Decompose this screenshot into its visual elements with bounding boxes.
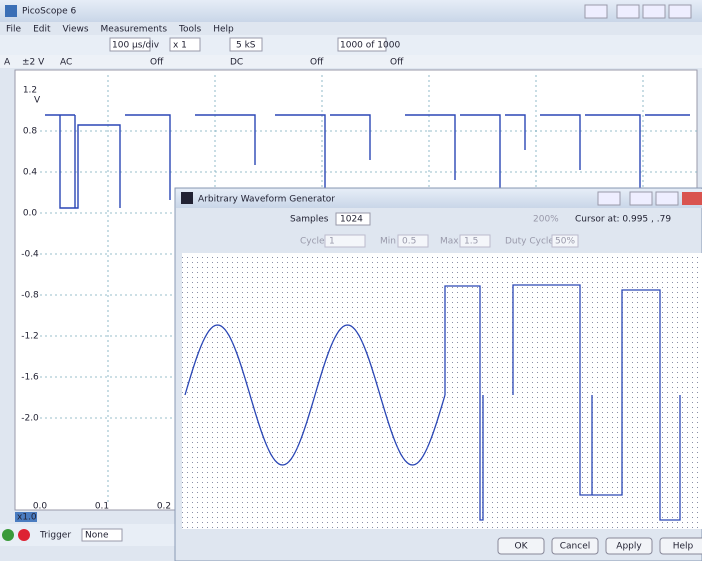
duty-value: 50%	[555, 237, 575, 247]
awg-waveform	[184, 324, 446, 466]
x-label: 0.1	[95, 502, 109, 512]
duty-input[interactable]	[551, 234, 579, 248]
zoom: x 1	[173, 41, 187, 51]
channel-state[interactable]: DC	[230, 58, 243, 68]
max-input[interactable]	[459, 234, 491, 248]
awg-square	[444, 284, 681, 521]
menu-item[interactable]: Edit	[33, 25, 51, 35]
awg-title: Arbitrary Waveform Generator	[198, 195, 335, 205]
awg-restore[interactable]	[597, 191, 621, 206]
title-bar	[0, 0, 702, 22]
dialog-button[interactable]	[605, 537, 653, 555]
awg-min[interactable]	[629, 191, 653, 206]
min-label: Min	[380, 237, 396, 247]
y-label: 0.0	[23, 209, 38, 219]
duty-label: Duty Cycle	[505, 237, 554, 247]
y-label: -1.2	[21, 332, 39, 342]
y-label: -2.0	[21, 414, 39, 424]
awg-window: Arbitrary Waveform Generator Samples 102…	[174, 187, 702, 562]
menu-item[interactable]: Tools	[178, 25, 201, 35]
y-label: -0.4	[21, 250, 39, 260]
channel-state[interactable]: Off	[150, 58, 164, 68]
channel-coupling: AC	[60, 58, 72, 68]
awg-title-bar	[176, 189, 702, 208]
x-label: 0.2	[157, 502, 171, 512]
dialog-button-label: Cancel	[560, 542, 591, 552]
dialog-button-label: OK	[515, 542, 529, 552]
channel-bar	[0, 55, 702, 68]
y-label: 1.2	[23, 86, 37, 96]
min-value: 0.5	[402, 237, 416, 247]
cycles-input[interactable]	[324, 234, 366, 248]
zoom-tag	[15, 512, 37, 522]
y-label: 0.4	[23, 168, 38, 178]
restore-btn[interactable]	[584, 4, 608, 19]
timebase: 100 µs/div	[112, 41, 160, 51]
max-label: Max	[440, 237, 459, 247]
channel-state[interactable]: Off	[310, 58, 324, 68]
y-label: 0.8	[23, 127, 38, 137]
awg-zoom: 200%	[533, 215, 559, 225]
awg-max[interactable]	[655, 191, 679, 206]
y-label: -1.6	[21, 373, 39, 383]
menu-item[interactable]: File	[6, 25, 22, 35]
dialog-button[interactable]	[551, 537, 599, 555]
awg-icon	[181, 192, 193, 204]
app-icon	[5, 5, 17, 17]
run-btn[interactable]	[2, 529, 14, 541]
timebase-box[interactable]	[109, 37, 151, 52]
scope-trace	[45, 114, 690, 209]
dialog-button-label: Help	[673, 542, 694, 552]
samples-input[interactable]	[335, 212, 371, 226]
zoom-box[interactable]	[169, 37, 201, 52]
menu-item[interactable]: Measurements	[101, 25, 168, 35]
dialog-button[interactable]	[497, 537, 545, 555]
dialog-button-label: Apply	[616, 542, 642, 552]
menu-item[interactable]: Help	[213, 25, 234, 35]
samples-value: 1024	[340, 215, 363, 225]
samples-box[interactable]	[229, 37, 263, 52]
menu-item[interactable]: Views	[63, 25, 89, 35]
close-btn[interactable]	[668, 4, 692, 19]
awg-grid	[182, 253, 702, 529]
samples-label: Samples	[290, 215, 329, 225]
buffer-box[interactable]	[337, 37, 387, 52]
y-unit: V	[34, 96, 41, 106]
cursor-readout: Cursor at: 0.995 , .79	[575, 215, 671, 225]
channel: A	[4, 58, 11, 68]
dialog-button[interactable]	[659, 537, 702, 555]
min-btn[interactable]	[616, 4, 640, 19]
buffer: 1000 of 1000	[340, 41, 400, 51]
trigger-mode: None	[85, 531, 109, 541]
x-label: 0.0	[33, 502, 48, 512]
trigger-label: Trigger	[39, 531, 71, 541]
awg-close[interactable]	[682, 192, 702, 205]
max-value: 1.5	[464, 237, 478, 247]
channel-state[interactable]: Off	[390, 58, 404, 68]
trigger-box[interactable]	[81, 528, 123, 542]
channel-range: ±2 V	[22, 58, 45, 68]
min-input[interactable]	[397, 234, 429, 248]
max-btn[interactable]	[642, 4, 666, 19]
status-zoom: x1.0	[17, 513, 37, 523]
stop-btn[interactable]	[18, 529, 30, 541]
app-title: PicoScope 6	[22, 7, 76, 17]
cycles-label: Cycles	[300, 237, 330, 247]
samples: 5 kS	[236, 41, 256, 51]
y-label: -0.8	[21, 291, 39, 301]
cycles-value: 1	[329, 237, 335, 247]
